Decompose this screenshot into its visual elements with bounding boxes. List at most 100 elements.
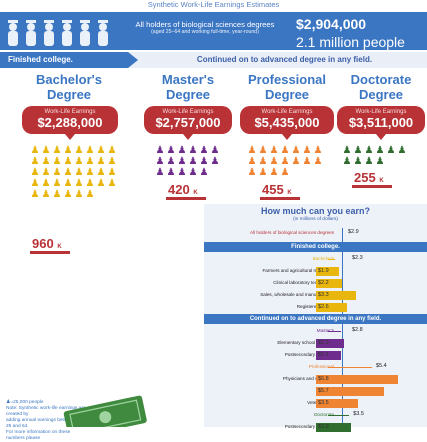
people-grid-doctorate: ♟ ♟ ♟ ♟ ♟ ♟ ♟ ♟ ♟ ♟	[342, 146, 408, 167]
person-icon: ♟	[96, 145, 106, 156]
person-icon: ♟	[41, 178, 51, 189]
person-icon: ♟	[166, 167, 176, 178]
total-people: 2.1 million people	[296, 34, 405, 50]
row-label: Sales, wholesale and manufacturing	[260, 292, 334, 297]
degree-title-line1: Professional	[247, 72, 327, 87]
person-icon: ♟	[188, 156, 198, 167]
people-grid-masters: ♟ ♟ ♟ ♟ ♟ ♟ ♟ ♟ ♟ ♟ ♟ ♟ ♟ ♟ ♟ ♟ ♟	[155, 146, 221, 178]
person-icon: ♟	[52, 178, 62, 189]
person-icon: ♟	[258, 167, 268, 178]
count-value: 255	[354, 170, 376, 185]
strip-left-block	[0, 52, 128, 68]
chart-bar: $3.3	[316, 291, 356, 300]
person-icon: ♟	[85, 145, 95, 156]
person-icon: ♟	[30, 189, 40, 200]
person-icon: ♟	[30, 156, 40, 167]
count-doctorate: 255 K	[354, 170, 384, 185]
person-icon: ♟	[353, 156, 363, 167]
count-underline	[30, 251, 70, 254]
summary-value: $2.8	[352, 327, 363, 333]
degree-title-line2: Degree	[358, 87, 404, 102]
person-icon: ♟	[166, 156, 176, 167]
person-icon: ♟	[30, 167, 40, 178]
person-icon: ♟	[52, 189, 62, 200]
person-icon: ♟	[63, 178, 73, 189]
total-earnings: $2,904,000	[296, 16, 367, 32]
person-icon: ♟	[74, 167, 84, 178]
earnings-value: $3,511,000	[348, 115, 414, 130]
earnings-value: $5,435,000	[254, 115, 320, 130]
degree-title-line2: Degree	[264, 87, 310, 102]
degree-title-line1: Doctorate	[350, 72, 412, 87]
row-label: Clinical laboratory technicians	[273, 280, 334, 285]
bar-value: $2.1	[318, 352, 329, 358]
count-underline	[352, 185, 392, 188]
person-icon: ♟	[199, 145, 209, 156]
person-icon: ♟	[375, 145, 385, 156]
person-icon: ♟	[210, 145, 220, 156]
degree-title-bachelors: Bachelor's Degree	[14, 72, 124, 102]
chart-bar: $2.6	[316, 303, 348, 312]
person-icon: ♟	[258, 145, 268, 156]
infographic-title: Synthetic Work-Life Earnings Estimates	[147, 0, 280, 9]
person-icon: ♟	[74, 145, 84, 156]
earnings-pill-masters: Work-Life Earnings $2,757,000	[144, 106, 232, 134]
person-icon: ♟	[74, 189, 84, 200]
summary-value: $2.3	[352, 255, 363, 261]
person-icon: ♟	[342, 156, 352, 167]
summary-line	[328, 367, 372, 368]
person-icon: ♟	[30, 145, 40, 156]
person-icon: ♟	[280, 156, 290, 167]
degree-title-doctorate: Doctorate Degree	[336, 72, 426, 102]
chart-bar: $6.8	[316, 375, 398, 384]
person-icon: ♟	[397, 145, 407, 156]
earnings-pill-professional: Work-Life Earnings $5,435,000	[240, 106, 334, 134]
pill-pointer	[376, 134, 386, 140]
count-unit: K	[193, 190, 198, 196]
degree-title-line1: Master's	[161, 72, 215, 87]
description-line2: (aged 25–64 and working full-time, year-…	[151, 29, 259, 35]
person-icon: ♟	[291, 145, 301, 156]
person-icon: ♟	[364, 156, 374, 167]
person-icon: ♟	[6, 400, 11, 405]
person-icon: ♟	[313, 145, 323, 156]
money-illustration	[63, 395, 147, 427]
person-icon: ♟	[41, 156, 51, 167]
summary-line	[328, 259, 335, 260]
person-icon: ♟	[342, 145, 352, 156]
person-icon: ♟	[269, 156, 279, 167]
summary-banner: All holders of biological sciences degre…	[0, 12, 427, 50]
note-line1: Note: Synthetic work-life earnings are c…	[6, 406, 86, 417]
person-icon: ♟	[386, 145, 396, 156]
earnings-pill-bachelors: Work-Life Earnings $2,288,000	[22, 106, 118, 134]
person-icon: ♟	[41, 145, 51, 156]
person-icon: ♟	[107, 178, 117, 189]
bar-value: $6.8	[318, 376, 329, 382]
bar-value: $2.9	[318, 424, 329, 430]
row-label: Doctorate	[314, 412, 334, 417]
arrow-shape	[128, 52, 138, 68]
bar-value: $3.3	[318, 292, 329, 298]
person-icon: ♟	[177, 145, 187, 156]
chart-section-header: Continued on to advanced degree in any f…	[204, 314, 427, 324]
person-icon: ♟	[210, 156, 220, 167]
count-professional: 455 K	[262, 182, 292, 197]
pill-pointer	[183, 134, 193, 140]
earnings-label: Work-Life Earnings	[261, 109, 313, 115]
person-icon: ♟	[96, 178, 106, 189]
person-icon: ♟	[199, 156, 209, 167]
person-icon: ♟	[166, 145, 176, 156]
description-line1: All holders of biological sciences degre…	[135, 20, 275, 29]
row-label: Postsecondary teachers	[284, 352, 334, 357]
chart-bar: $1.9	[316, 267, 339, 276]
person-icon: ♟	[177, 156, 187, 167]
banner-description: All holders of biological sciences degre…	[120, 20, 290, 36]
person-icon: ♟	[302, 145, 312, 156]
row-label: Farmers and agricultural managers	[262, 268, 335, 273]
count-underline	[260, 197, 300, 200]
person-icon: ♟	[107, 145, 117, 156]
person-icon: ♟	[364, 145, 374, 156]
summary-value: $5.4	[376, 363, 387, 369]
count-masters: 420 K	[168, 182, 198, 197]
person-icon: ♟	[188, 167, 198, 178]
